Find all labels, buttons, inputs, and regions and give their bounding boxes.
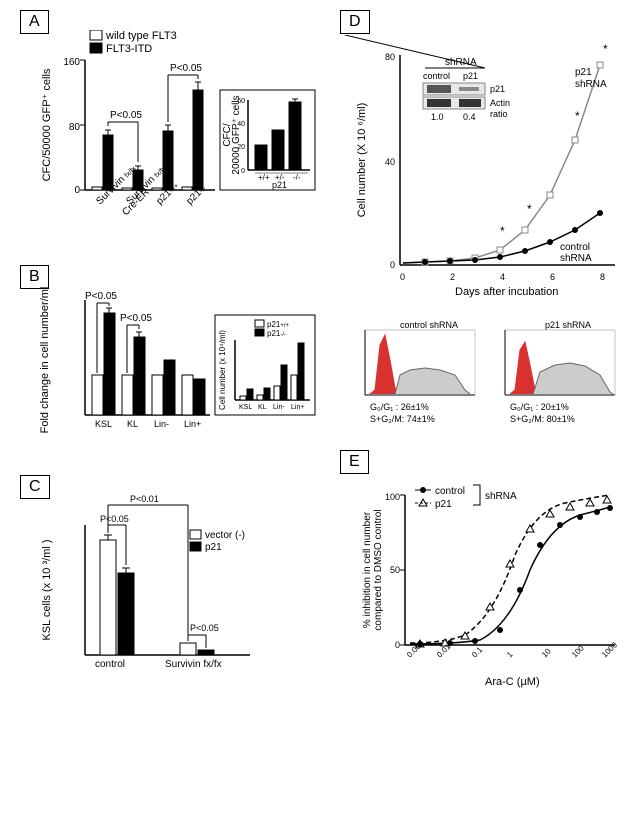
svg-text:Lin+: Lin+ xyxy=(184,419,201,429)
svg-text:40: 40 xyxy=(385,157,395,167)
svg-text:+/+: +/+ xyxy=(258,173,270,182)
bar-group-4 xyxy=(182,82,203,190)
svg-text:KL: KL xyxy=(127,419,138,429)
svg-text:0: 0 xyxy=(390,260,395,270)
svg-text:10: 10 xyxy=(540,646,553,659)
svg-text:60: 60 xyxy=(237,98,245,105)
svg-text:50: 50 xyxy=(390,565,400,575)
svg-text:P<0.01: P<0.01 xyxy=(130,495,159,504)
svg-text:control: control xyxy=(95,659,125,670)
svg-text:p21 shRNA: p21 shRNA xyxy=(545,320,591,330)
svg-text:Lin-: Lin- xyxy=(154,419,169,429)
svg-text:P<0.05: P<0.05 xyxy=(120,313,152,324)
svg-text:6: 6 xyxy=(550,272,555,282)
svg-text:S+G₂/M: 80±1%: S+G₂/M: 80±1% xyxy=(510,414,575,424)
svg-text:Ara-C (µM): Ara-C (µM) xyxy=(485,676,540,688)
svg-text:80: 80 xyxy=(69,122,81,133)
svg-text:Cell number (x 10⁴/ml): Cell number (x 10⁴/ml) xyxy=(218,330,227,410)
svg-text:P<0.05: P<0.05 xyxy=(190,623,219,633)
svg-text:KSL: KSL xyxy=(95,419,112,429)
bar-group-1 xyxy=(92,130,113,190)
svg-text:shRNA: shRNA xyxy=(575,79,607,90)
svg-text:control shRNA: control shRNA xyxy=(400,320,458,330)
svg-text:Fold change in cell number/ml: Fold change in cell number/ml xyxy=(39,287,51,434)
panel-c-chart: vector (-) p21 KSL cells (x 10 ³/ml ) P<… xyxy=(30,495,310,695)
svg-text:% inhibition in cell number: % inhibition in cell number xyxy=(362,511,373,628)
svg-text:*: * xyxy=(500,224,505,238)
svg-text:8: 8 xyxy=(600,272,605,282)
svg-text:shRNA: shRNA xyxy=(485,491,517,502)
panel-d-chart: Cell number (X 10 ⁶/ml) 80 40 0 0 2 4 6 … xyxy=(345,35,635,315)
svg-text:40: 40 xyxy=(237,121,245,128)
svg-text:G₀/G₁ : 20±1%: G₀/G₁ : 20±1% xyxy=(510,402,569,412)
svg-text:p21: p21 xyxy=(205,542,222,553)
panel-a-chart: wild type FLT3 FLT3-ITD 160 80 0 CFC/500… xyxy=(30,30,320,260)
svg-text:*: * xyxy=(575,109,580,123)
svg-text:shRNA: shRNA xyxy=(560,253,592,264)
svg-text:2: 2 xyxy=(450,272,455,282)
svg-text:control: control xyxy=(435,486,465,497)
svg-text:p21-/-: p21-/- xyxy=(267,329,286,338)
svg-text:-/-: -/- xyxy=(293,173,301,182)
svg-text:p21: p21 xyxy=(272,180,287,190)
svg-text:Lin+: Lin+ xyxy=(291,404,304,411)
panel-d-label: D xyxy=(340,10,370,34)
svg-text:*: * xyxy=(527,202,532,216)
svg-text:*: * xyxy=(603,42,608,56)
svg-text:1000: 1000 xyxy=(600,640,619,659)
svg-text:Survivin fx/fx: Survivin fx/fx xyxy=(165,659,222,670)
svg-text:80: 80 xyxy=(385,52,395,62)
svg-text:0: 0 xyxy=(400,272,405,282)
svg-text:CFC/50000 GFP⁺ cells: CFC/50000 GFP⁺ cells xyxy=(41,68,53,181)
svg-text:KSL: KSL xyxy=(239,404,252,411)
svg-text:p21: p21 xyxy=(463,71,478,81)
svg-text:G₀/G₁ : 26±1%: G₀/G₁ : 26±1% xyxy=(370,402,429,412)
svg-text:20000 GFP⁺ cells: 20000 GFP⁺ cells xyxy=(231,95,242,174)
panel-b-chart: Fold change in cell number/ml P<0.05 P<0… xyxy=(30,285,320,465)
svg-text:160: 160 xyxy=(63,57,80,68)
svg-text:4: 4 xyxy=(500,272,505,282)
svg-text:P<0.05: P<0.05 xyxy=(170,63,202,74)
svg-text:P<0.05: P<0.05 xyxy=(110,110,142,121)
svg-text:Cell number (X 10 ⁶/ml): Cell number (X 10 ⁶/ml) xyxy=(356,103,368,218)
svg-text:vector (-): vector (-) xyxy=(205,530,245,541)
svg-text:1.0: 1.0 xyxy=(431,112,444,122)
svg-text:compared to DMSO control: compared to DMSO control xyxy=(373,509,384,630)
svg-text:KSL cells (x 10 ³/ml ): KSL cells (x 10 ³/ml ) xyxy=(41,539,53,640)
svg-text:control: control xyxy=(423,71,450,81)
panel-e-chart: % inhibition in cell number compared to … xyxy=(345,475,635,715)
svg-text:wild type FLT3: wild type FLT3 xyxy=(105,30,177,42)
svg-text:0: 0 xyxy=(74,185,80,196)
western-blot: shRNA control p21 p21 Actin ratio 1.0 0.… xyxy=(345,35,510,122)
svg-text:ratio: ratio xyxy=(490,109,508,119)
svg-text:0.1: 0.1 xyxy=(470,645,485,660)
svg-text:p21: p21 xyxy=(435,499,452,510)
svg-text:KL: KL xyxy=(258,404,267,411)
svg-text:20: 20 xyxy=(237,144,245,151)
svg-text:Days after incubation: Days after incubation xyxy=(455,286,558,298)
svg-text:0: 0 xyxy=(395,640,400,650)
panel-e-label: E xyxy=(340,450,369,474)
svg-text:1: 1 xyxy=(505,650,515,660)
svg-text:FLT3-ITD: FLT3-ITD xyxy=(106,43,152,55)
svg-text:0: 0 xyxy=(241,168,245,175)
svg-text:p21+/+: p21+/+ xyxy=(267,320,290,329)
panel-d-histograms: control shRNA G₀/G₁ : 26±1% S+G₂/M: 74±1… xyxy=(345,320,635,440)
svg-text:P<0.05: P<0.05 xyxy=(100,514,129,524)
svg-text:p21: p21 xyxy=(575,67,592,78)
svg-text:Lin-: Lin- xyxy=(273,404,285,411)
svg-text:p21: p21 xyxy=(490,84,505,94)
svg-text:P<0.05: P<0.05 xyxy=(85,291,117,302)
svg-text:0.001: 0.001 xyxy=(405,639,426,660)
svg-text:Actin: Actin xyxy=(490,98,510,108)
svg-text:100: 100 xyxy=(385,492,400,502)
markers-filled xyxy=(417,505,613,647)
svg-text:0.4: 0.4 xyxy=(463,112,476,122)
svg-text:control: control xyxy=(560,242,590,253)
svg-text:S+G₂/M: 74±1%: S+G₂/M: 74±1% xyxy=(370,414,435,424)
